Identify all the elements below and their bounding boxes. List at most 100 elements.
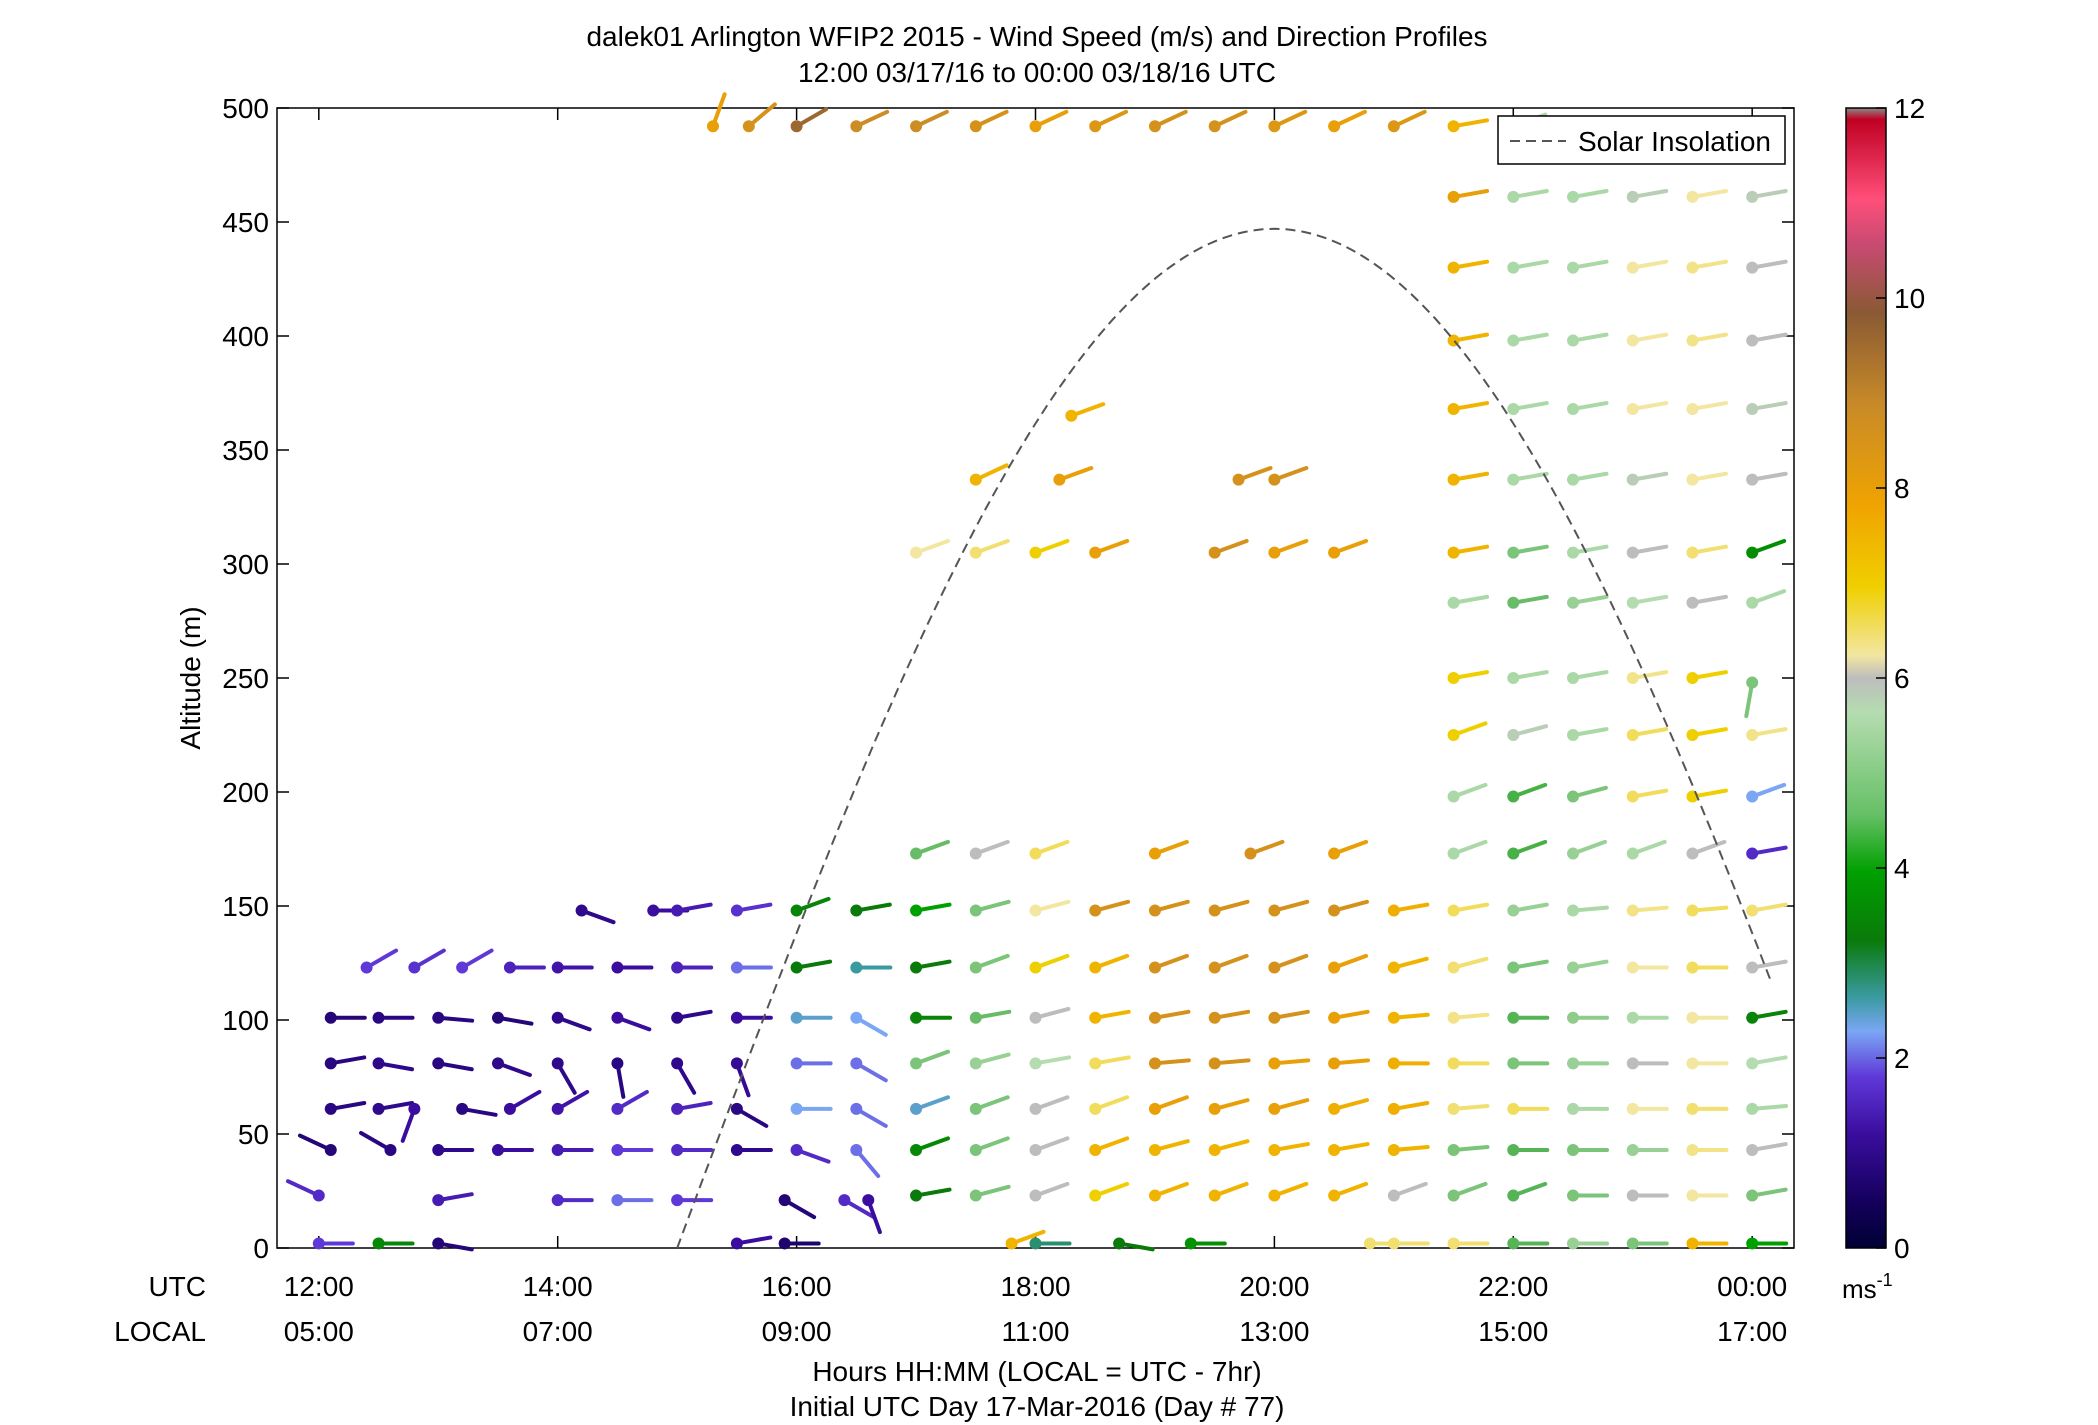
wind-barb-dot [1148,1011,1161,1024]
wind-barb-dot [850,1011,863,1024]
wind-barb-dot [1567,847,1580,860]
wind-barb-dot [1746,790,1759,803]
wind-barb-dot [730,1237,743,1250]
wind-barb-dot [1005,1237,1018,1250]
wind-barb-dot [1268,546,1281,559]
wind-barb-dot [372,1237,385,1250]
wind-barb-dot [730,961,743,974]
wind-barb-dot [969,847,982,860]
wind-barb-dot [1029,1057,1042,1070]
wind-barb-dot [1686,961,1699,974]
wind-barb-dot [730,1102,743,1115]
wind-barb-dot [1567,1011,1580,1024]
wind-barb-dot [1507,1143,1520,1156]
wind-barb-dot [1268,904,1281,917]
wind-barb-dot [969,546,982,559]
wind-barb-dot [790,1057,803,1070]
wind-barb-dot [1567,473,1580,486]
wind-barb-dot [1089,1189,1102,1202]
chart-title: dalek01 Arlington WFIP2 2015 - Wind Spee… [586,21,1487,52]
wind-barb-dot [671,904,684,917]
wind-barb-dot [1626,402,1639,415]
wind-barb-dot [1626,1237,1639,1250]
wind-barb-dot [611,961,624,974]
wind-barb-dot [1447,790,1460,803]
wind-barb-dot [969,961,982,974]
y-axis: 0 50 100 150 200 250 300 350 400 450 500 [222,93,1794,1264]
wind-barb-dot [1029,1102,1042,1115]
wind-barb-dot [1208,904,1221,917]
wind-barb-dot [790,1011,803,1024]
wind-barb-dot [1447,1057,1460,1070]
wind-barb-dot [1447,402,1460,415]
wind-barb-dot [671,1194,684,1207]
wind-barb-dot [372,1011,385,1024]
wind-barb-dot [360,961,373,974]
x-tick-label-utc: 22:00 [1478,1271,1548,1302]
wind-barb-dot [1626,261,1639,274]
wind-barb-dot [611,1011,624,1024]
wind-barb-dot [491,1057,504,1070]
wind-barb-dot [1567,1102,1580,1115]
wind-barb-dot [1567,334,1580,347]
wind-barb-dot [1447,904,1460,917]
wind-barb-dot [1029,1143,1042,1156]
wind-barb-dot [1507,261,1520,274]
colorbar-unit-exp: -1 [1877,1270,1893,1290]
wind-barb-dot [1328,904,1341,917]
wind-barb-dot [1567,961,1580,974]
wind-barb-dot [1387,1102,1400,1115]
utc-row-label: UTC [148,1271,206,1302]
wind-barb-dot [432,1237,445,1250]
wind-barb-dot [1089,1057,1102,1070]
x-axis-label-day: Initial UTC Day 17-Mar-2016 (Day # 77) [790,1391,1285,1422]
wind-barb-dot [1746,334,1759,347]
wind-barb-dot [432,1143,445,1156]
colorbar-tick-label: 8 [1894,473,1910,504]
wind-barb-dot [503,1102,516,1115]
wind-barb-dot [910,1143,923,1156]
wind-barb-dot [1567,1237,1580,1250]
wind-barb-dot [1387,120,1400,133]
colorbar-tick-label: 0 [1894,1233,1910,1264]
wind-barb-dot [671,1102,684,1115]
wind-barb-dot [1029,1189,1042,1202]
wind-barb-dot [312,1189,325,1202]
wind-barb-dot [671,1143,684,1156]
wind-barb-dot [862,1194,875,1207]
y-tick-label: 250 [222,663,269,694]
wind-barb-dot [1626,1102,1639,1115]
wind-barb-dot [1686,1011,1699,1024]
wind-barb-dot [1626,473,1639,486]
wind-barb-dot [324,1057,337,1070]
wind-barb-dot [1447,1237,1460,1250]
y-tick-label: 350 [222,435,269,466]
wind-barb-dot [1328,1143,1341,1156]
wind-barb-dot [850,904,863,917]
wind-barb-dot [1746,729,1759,741]
x-tick-label-utc: 18:00 [1000,1271,1070,1302]
wind-barb-dot [1268,1057,1281,1070]
wind-barb-dot [1746,961,1759,974]
local-row-label: LOCAL [114,1316,206,1347]
wind-barb-dot [551,1011,564,1024]
wind-barb-dot [1447,729,1460,741]
wind-barb-dot [1328,1011,1341,1024]
wind-barb-dot [1208,546,1221,559]
x-tick-label-utc: 12:00 [284,1271,354,1302]
wind-barb-dot [551,1143,564,1156]
wind-barb-dot [1686,334,1699,347]
wind-barb-dot [838,1194,851,1207]
wind-barb-dot [1148,847,1161,860]
wind-barb-dot [1029,904,1042,917]
wind-barb-dot [312,1237,325,1250]
wind-barb-dot [1507,1102,1520,1115]
wind-barb-dot [1746,1102,1759,1115]
wind-barb-dot [1029,961,1042,974]
wind-barb-dot [969,1143,982,1156]
wind-barb-dot [790,1143,803,1156]
wind-barb-dot [1567,402,1580,415]
wind-barb-dot [1746,473,1759,486]
colorbar-ticks: 0 2 4 6 8 10 12 [1876,93,1925,1264]
